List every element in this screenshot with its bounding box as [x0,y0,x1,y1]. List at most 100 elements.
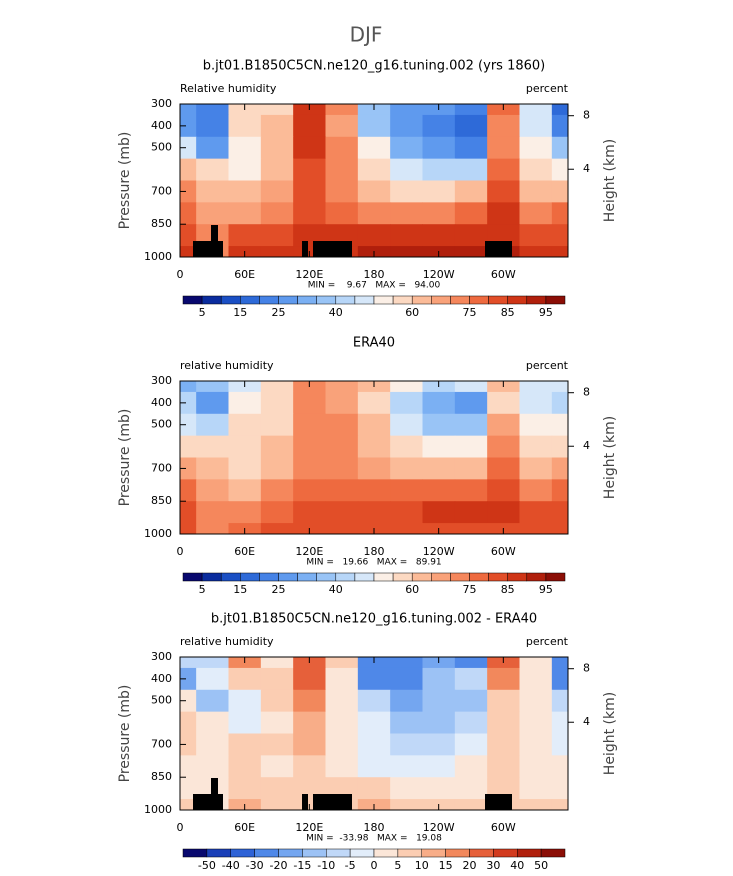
field-cell [228,689,262,713]
colorbar-box [254,848,279,858]
colorbar-label: -10 [317,859,335,872]
field-cell [357,501,391,524]
field-cell [228,158,262,181]
field-cell [196,479,229,502]
colorbar-box [488,572,508,582]
field-cell [519,733,553,756]
x-tick-label: 60W [491,821,516,834]
field-cell [180,413,197,437]
colorbar-box [335,295,356,305]
field-cell [487,479,520,502]
colorbar-label: 10 [415,859,429,872]
colorbar-box [373,848,399,858]
field-cell [260,755,294,778]
colorbar-label: 15 [439,859,453,872]
x-tick-label: 120W [423,821,455,834]
colorbar-box [201,572,222,582]
field-cell [422,158,456,181]
topography [313,241,352,257]
field-cell [228,413,262,437]
x-tick-label: 0 [177,821,184,834]
field-cell [357,180,391,203]
field-cell [180,391,197,415]
field-cell [390,381,423,393]
y-axis-title: Pressure (mb) [117,132,133,230]
field-cell [325,224,359,247]
field-cell [487,733,520,756]
colorbar-label: -20 [270,859,288,872]
field-cell [293,457,326,480]
field-cell [551,457,569,480]
y2-tick-label: 4 [583,162,590,175]
panel-title: b.jt01.B1850C5CN.ne120_g16.tuning.002 (y… [203,59,545,74]
field-cell [228,114,262,138]
field-cell [422,457,456,480]
field-cell [293,777,326,800]
field-cell [228,711,262,734]
field-cell [422,689,456,713]
stats: MIN = -33.98 MAX = 19.08 [306,834,442,844]
colorbar-box [220,572,241,582]
field-cell [390,733,423,756]
field-cell [551,711,569,734]
field-cell [454,180,488,203]
field-cell [260,733,294,756]
x-tick-label: 60W [491,268,516,281]
field-cell [228,457,262,480]
colorbar-box [278,572,298,582]
colorbar-box [349,848,375,858]
topography [302,241,308,257]
y-tick-label: 300 [151,374,172,387]
field-cell [260,114,294,138]
colorbar-label: 95 [539,306,553,319]
field-cell [196,413,229,437]
field-cell [260,180,294,203]
field-cell [325,457,359,480]
y2-tick-label: 8 [583,662,590,675]
field-cell [551,689,569,713]
field-cell [454,523,488,535]
field-cell [180,523,197,535]
field-cell [260,158,294,181]
field-cell [454,435,488,458]
field-cell [487,755,520,778]
field-cell [293,501,326,524]
colorbar-box [259,572,279,582]
field-cell [519,711,553,734]
field-cell [260,777,294,800]
field-cell [487,413,520,437]
field-cell [357,114,391,138]
field-cell [551,667,569,691]
y-tick-label: 850 [151,770,172,783]
field-cell [260,667,294,691]
field-cell [551,777,569,800]
colorbar-label: -5 [345,859,356,872]
field-cell [357,202,391,225]
y2-axis-title: Height (km) [602,416,618,499]
field-cell [196,733,229,756]
field-cell [422,114,456,138]
field-cell [325,755,359,778]
stats: MIN = 19.66 MAX = 89.91 [306,558,441,568]
y-tick-label: 850 [151,494,172,507]
y-tick-label: 400 [151,396,172,409]
colorbar-box [278,848,303,858]
colorbar-label: 75 [463,306,477,319]
colorbar-label: 50 [534,859,548,872]
colorbar-label: -30 [246,859,264,872]
field-cell [293,689,326,713]
field-cell [293,711,326,734]
field-cell [487,501,520,524]
field-cell [487,158,520,181]
colorbar-box [545,295,566,305]
field-cell [196,755,229,778]
field-cell [390,435,423,458]
field-cell [228,667,262,691]
field-cell [551,657,569,669]
field-cell [390,523,423,535]
colorbar-label: 5 [199,306,206,319]
field-cell [325,523,359,535]
field-cell [422,435,456,458]
field-cell [551,104,569,116]
